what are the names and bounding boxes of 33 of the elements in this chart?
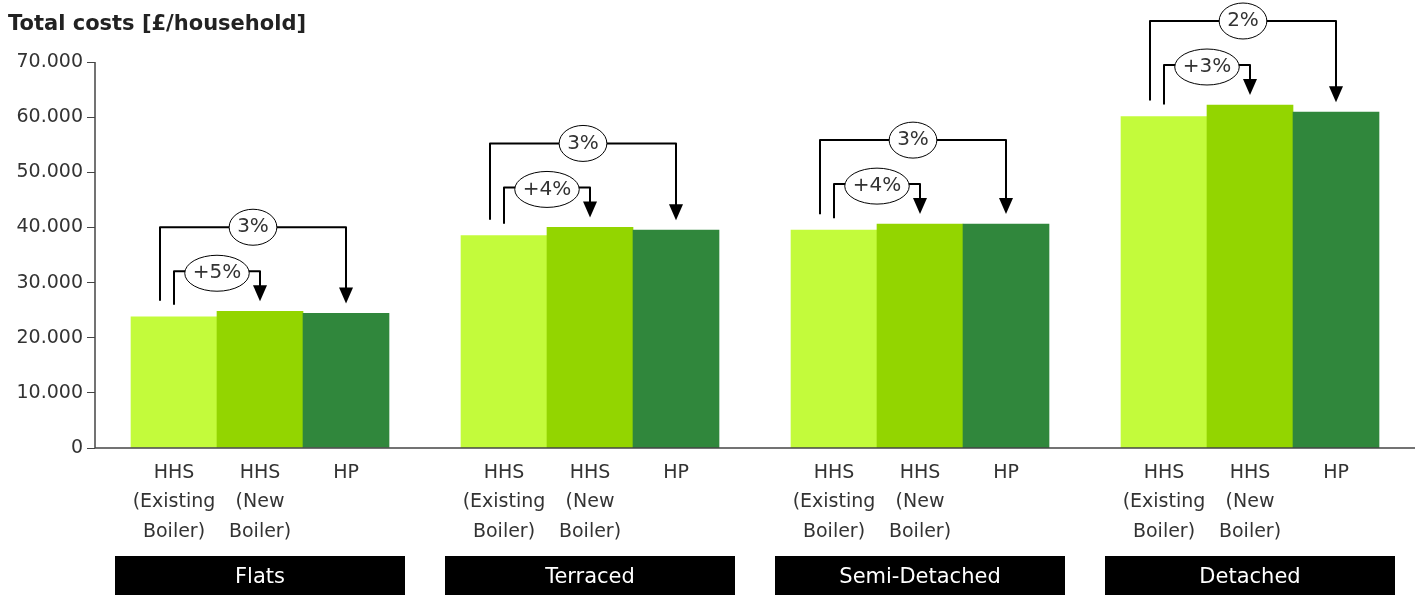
x-tick-label: HHS (New Boiler)	[888, 459, 952, 541]
x-tick-label: HHS (Existing Boiler)	[1122, 459, 1206, 541]
x-tick-label: HHS (Existing Boiler)	[462, 459, 546, 541]
annotation: 3%	[567, 129, 599, 154]
text: Semi-Detached	[839, 564, 1001, 589]
x-tick-label: HP	[663, 459, 689, 482]
annotation: +4%	[852, 172, 902, 197]
annotation: 3%	[897, 126, 929, 151]
y-tick-label: 50.000	[16, 159, 83, 182]
x-tick-label: HHS (Existing Boiler)	[792, 459, 876, 541]
y-tick-label: 10.000	[16, 379, 83, 402]
annotation: 3%	[237, 213, 269, 238]
x-tick-label: HHS (New Boiler)	[1218, 459, 1282, 541]
y-tick-label: 0	[70, 434, 83, 457]
text: Detached	[1199, 564, 1301, 589]
x-tick-label: HP	[333, 459, 359, 482]
x-tick-label: HHS (Existing Boiler)	[132, 459, 216, 541]
annotation: +4%	[522, 175, 572, 200]
y-tick-label: 30.000	[16, 269, 83, 292]
text: 2%	[1227, 7, 1259, 32]
text: Terraced	[544, 564, 635, 589]
x-tick-label: HHS (New Boiler)	[558, 459, 622, 541]
x-tick-label: HP	[1323, 459, 1349, 482]
y-tick-label: 20.000	[16, 324, 83, 347]
x-tick-label: HP	[993, 459, 1019, 482]
annotation: +5%	[192, 259, 242, 284]
y-tick-label: 40.000	[16, 214, 83, 237]
annotation: +3%	[1182, 53, 1232, 78]
y-tick-label: 60.000	[16, 104, 83, 127]
y-axis-title: Total costs [£/household]	[8, 11, 307, 36]
text: Flats	[235, 564, 285, 589]
y-tick-label: 70.000	[16, 48, 83, 71]
x-tick-label: HHS (New Boiler)	[228, 459, 292, 541]
